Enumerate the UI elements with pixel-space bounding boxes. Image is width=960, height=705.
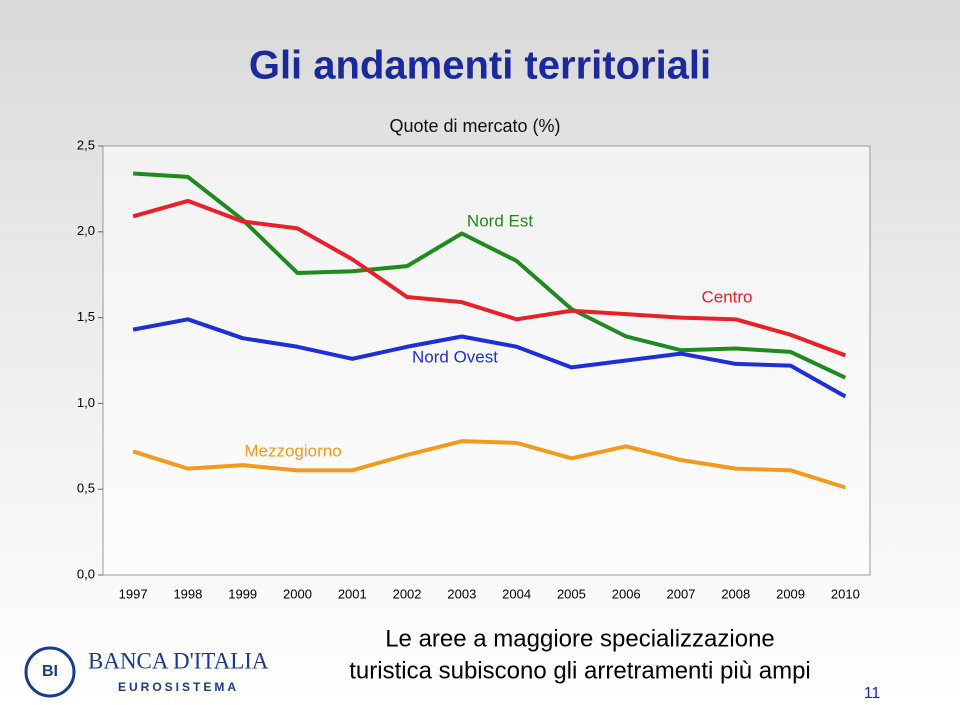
page-number: 11 <box>864 685 881 702</box>
chart-subtitle: Quote di mercato (%) <box>389 116 560 136</box>
x-tick-label: 2009 <box>776 586 805 601</box>
x-tick-label: 2008 <box>721 586 750 601</box>
chart-title: Gli andamenti territoriali <box>249 44 711 88</box>
line-series <box>132 198 847 358</box>
series-label: Nord Ovest <box>412 347 498 366</box>
y-tick-label: 0,5 <box>77 481 95 496</box>
line-series <box>132 439 846 490</box>
y-tick-label: 1,0 <box>77 395 95 410</box>
line-series <box>133 171 847 380</box>
y-tick-label: 1,5 <box>77 309 95 324</box>
x-tick-label: 2000 <box>283 586 312 601</box>
y-tick-label: 0,0 <box>77 566 95 581</box>
y-tick-label: 2,0 <box>77 223 95 238</box>
logo-subtext: EUROSISTEMA <box>118 680 239 694</box>
logo: BI BANCA D'ITALIA EUROSISTEMA <box>24 646 269 698</box>
annotation: Le aree a maggiore specializzazione <box>385 625 775 652</box>
logo-emblem <box>24 646 76 698</box>
x-tick-label: 2006 <box>612 586 641 601</box>
logo-text: BANCA D'ITALIA <box>88 648 269 673</box>
annotation: turistica subiscono gli arretramenti più… <box>349 657 811 684</box>
series-label: Mezzogiorno <box>244 441 341 460</box>
x-tick-label: 2003 <box>447 586 476 601</box>
x-tick-label: 2002 <box>393 586 422 601</box>
y-tick-label: 2,5 <box>77 137 95 152</box>
line-series <box>132 317 847 399</box>
x-tick-label: 1999 <box>228 586 257 601</box>
series-label: Centro <box>701 287 752 306</box>
x-tick-label: 1998 <box>173 586 202 601</box>
x-tick-label: 1997 <box>119 586 148 601</box>
series-label: Nord Est <box>467 211 533 230</box>
x-tick-label: 2007 <box>667 586 696 601</box>
logo-mark: BI <box>42 663 58 680</box>
x-tick-label: 2010 <box>831 586 860 601</box>
x-tick-label: 2001 <box>338 586 367 601</box>
x-tick-label: 2005 <box>557 586 586 601</box>
x-tick-label: 2004 <box>502 586 531 601</box>
